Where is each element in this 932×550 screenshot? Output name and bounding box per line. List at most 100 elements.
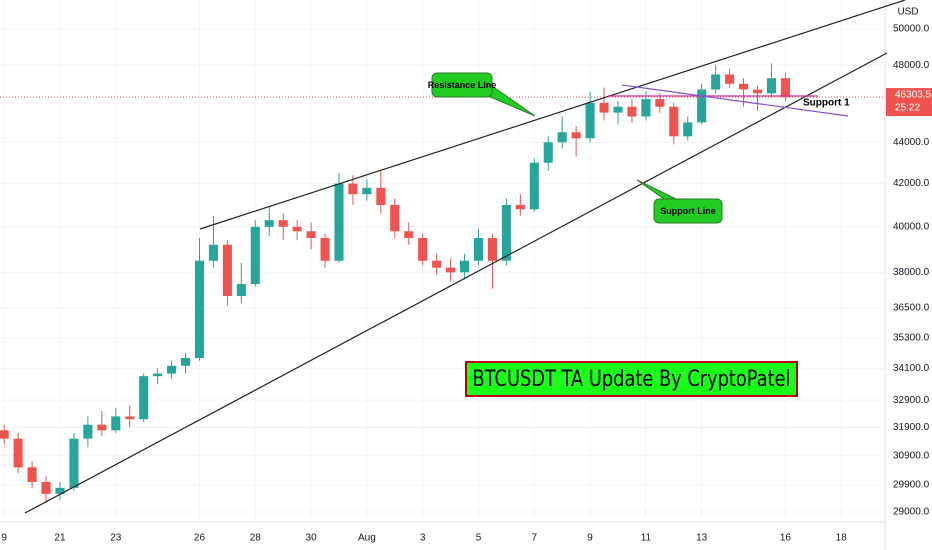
y-tick-label: 42000.0	[893, 178, 930, 189]
candle-body	[306, 231, 316, 238]
callout-box	[653, 198, 723, 224]
candle-body	[599, 102, 609, 113]
candle-body	[752, 89, 763, 94]
x-tick-label: 5	[476, 533, 482, 544]
candle-body	[529, 162, 539, 210]
y-tick-label: 34100.0	[893, 363, 930, 374]
y-tick-label: 32900.0	[893, 395, 930, 406]
candle-body	[739, 83, 749, 90]
resistance-trendline	[199, 0, 906, 230]
x-tick-label: 11	[641, 533, 652, 544]
candle-body	[55, 487, 65, 494]
candle-body	[404, 231, 414, 238]
axes: 29000.0 29900.0 30900.0 31900.0 32900.0 34100…	[1, 24, 932, 544]
x-tick-label: 30	[306, 533, 318, 544]
candle-body	[69, 438, 79, 488]
y-tick-label: 29900.0	[893, 480, 930, 491]
candle-body	[41, 481, 51, 494]
last-price-box	[886, 88, 932, 117]
descending-line	[621, 84, 849, 117]
candle-body	[446, 267, 456, 273]
candle-body	[320, 237, 330, 261]
x-tick-label: 9	[1, 533, 7, 544]
candle-body	[669, 106, 679, 137]
candle-body	[181, 358, 191, 366]
callout-text: Resistance Line	[428, 80, 497, 90]
candle-body	[111, 416, 121, 431]
candle-body	[432, 260, 442, 268]
candle-body	[711, 74, 721, 90]
candle-body	[139, 376, 149, 420]
candle-body	[641, 99, 651, 117]
y-tick-label: 50000.0	[893, 24, 930, 35]
candle-body	[27, 467, 37, 482]
candle-body	[627, 106, 637, 117]
last-price-label: 46303.5	[895, 90, 932, 101]
grid	[0, 0, 885, 522]
candle-body	[613, 106, 623, 113]
x-tick-label: 23	[110, 533, 122, 544]
x-tick-label: 3	[420, 533, 426, 544]
x-tick-label: 21	[54, 533, 66, 544]
candle-body	[125, 416, 135, 420]
y-tick-label: 35300.0	[893, 332, 930, 343]
x-tick-label: 18	[836, 533, 848, 544]
countdown-label: 25:22	[895, 103, 920, 114]
currency-label: USD	[897, 7, 918, 18]
candle-body	[376, 187, 386, 205]
candle-body	[473, 237, 484, 261]
chart-title: BTCUSDT TA Update By CryptoPatel	[473, 367, 791, 392]
candle-body	[487, 237, 497, 261]
banner-box	[465, 361, 798, 397]
candle-body	[571, 132, 581, 139]
candles	[0, 63, 885, 503]
y-tick-label: 36500.0	[893, 303, 930, 314]
candle-body	[543, 142, 553, 163]
candle-body	[292, 226, 302, 232]
candle-body	[390, 204, 400, 232]
candle-body	[208, 244, 218, 261]
y-tick-label: 38000.0	[893, 267, 930, 278]
candle-body	[0, 430, 9, 439]
candle-body	[766, 78, 776, 94]
x-tick-label: 13	[696, 533, 708, 544]
x-tick-label: 7	[532, 533, 538, 544]
x-tick-label: 16	[780, 533, 792, 544]
candle-body	[725, 74, 735, 84]
x-tick-label: 28	[250, 533, 262, 544]
candle-body	[655, 99, 665, 107]
candle-body	[264, 220, 274, 227]
candle-body	[460, 260, 470, 273]
x-tick-label: 26	[194, 533, 206, 544]
candle-body	[348, 183, 358, 195]
candle-body	[585, 102, 595, 139]
candle-body	[501, 204, 511, 261]
candle-body	[697, 89, 707, 123]
y-tick-label: 30900.0	[893, 450, 930, 461]
callout-box	[431, 72, 493, 98]
y-tick-label: 29000.0	[893, 507, 930, 518]
candle-body	[250, 226, 260, 285]
candle-body	[194, 260, 205, 359]
x-tick-label: Aug	[358, 533, 376, 544]
candle-body	[515, 204, 525, 210]
candle-body	[780, 78, 790, 98]
support-callout: Support Line	[636, 179, 723, 224]
candle-body	[167, 365, 177, 374]
candle-body	[153, 373, 163, 377]
candle-body	[13, 438, 23, 468]
support-1-label: Support 1	[803, 98, 850, 109]
y-tick-label: 31900.0	[893, 422, 930, 433]
y-tick-label: 40000.0	[893, 221, 930, 232]
y-tick-label: 48000.0	[893, 60, 930, 71]
y-tick-label: 44000.0	[893, 137, 930, 148]
candle-body	[557, 132, 567, 143]
support-trendline	[24, 52, 888, 514]
candle-body	[362, 187, 372, 195]
candle-body	[83, 424, 93, 439]
candle-body	[236, 284, 246, 296]
resistance-callout: Resistance Line	[428, 72, 536, 117]
candle-body	[683, 122, 693, 137]
title-banner: BTCUSDT TA Update By CryptoPatel	[465, 361, 798, 397]
